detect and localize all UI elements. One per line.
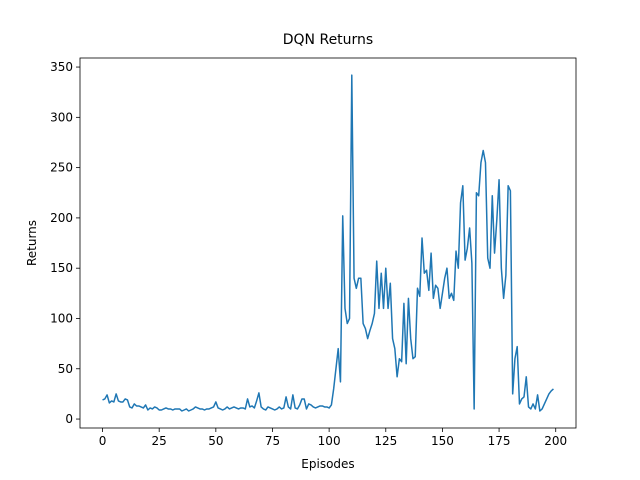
y-tick-label: 0 <box>65 412 73 426</box>
x-tick-label: 100 <box>318 434 341 448</box>
line-series <box>102 74 554 412</box>
x-tick-label: 0 <box>99 434 107 448</box>
y-tick-label: 50 <box>58 362 73 376</box>
x-tick-label: 175 <box>488 434 511 448</box>
x-tick-label: 25 <box>152 434 167 448</box>
x-axis-label: Episodes <box>301 457 354 471</box>
x-tick-label: 75 <box>265 434 280 448</box>
y-tick-label: 100 <box>50 311 73 325</box>
y-tick-label: 350 <box>50 60 73 74</box>
y-axis-label: Returns <box>25 220 39 266</box>
y-tick-label: 200 <box>50 211 73 225</box>
y-tick-label: 150 <box>50 261 73 275</box>
plot-frame <box>79 57 577 429</box>
x-tick-label: 200 <box>544 434 567 448</box>
y-tick-label: 300 <box>50 110 73 124</box>
y-tick-label: 250 <box>50 161 73 175</box>
chart-title: DQN Returns <box>283 32 373 48</box>
x-tick-label: 50 <box>208 434 223 448</box>
x-tick-label: 125 <box>374 434 397 448</box>
x-tick-label: 150 <box>431 434 454 448</box>
